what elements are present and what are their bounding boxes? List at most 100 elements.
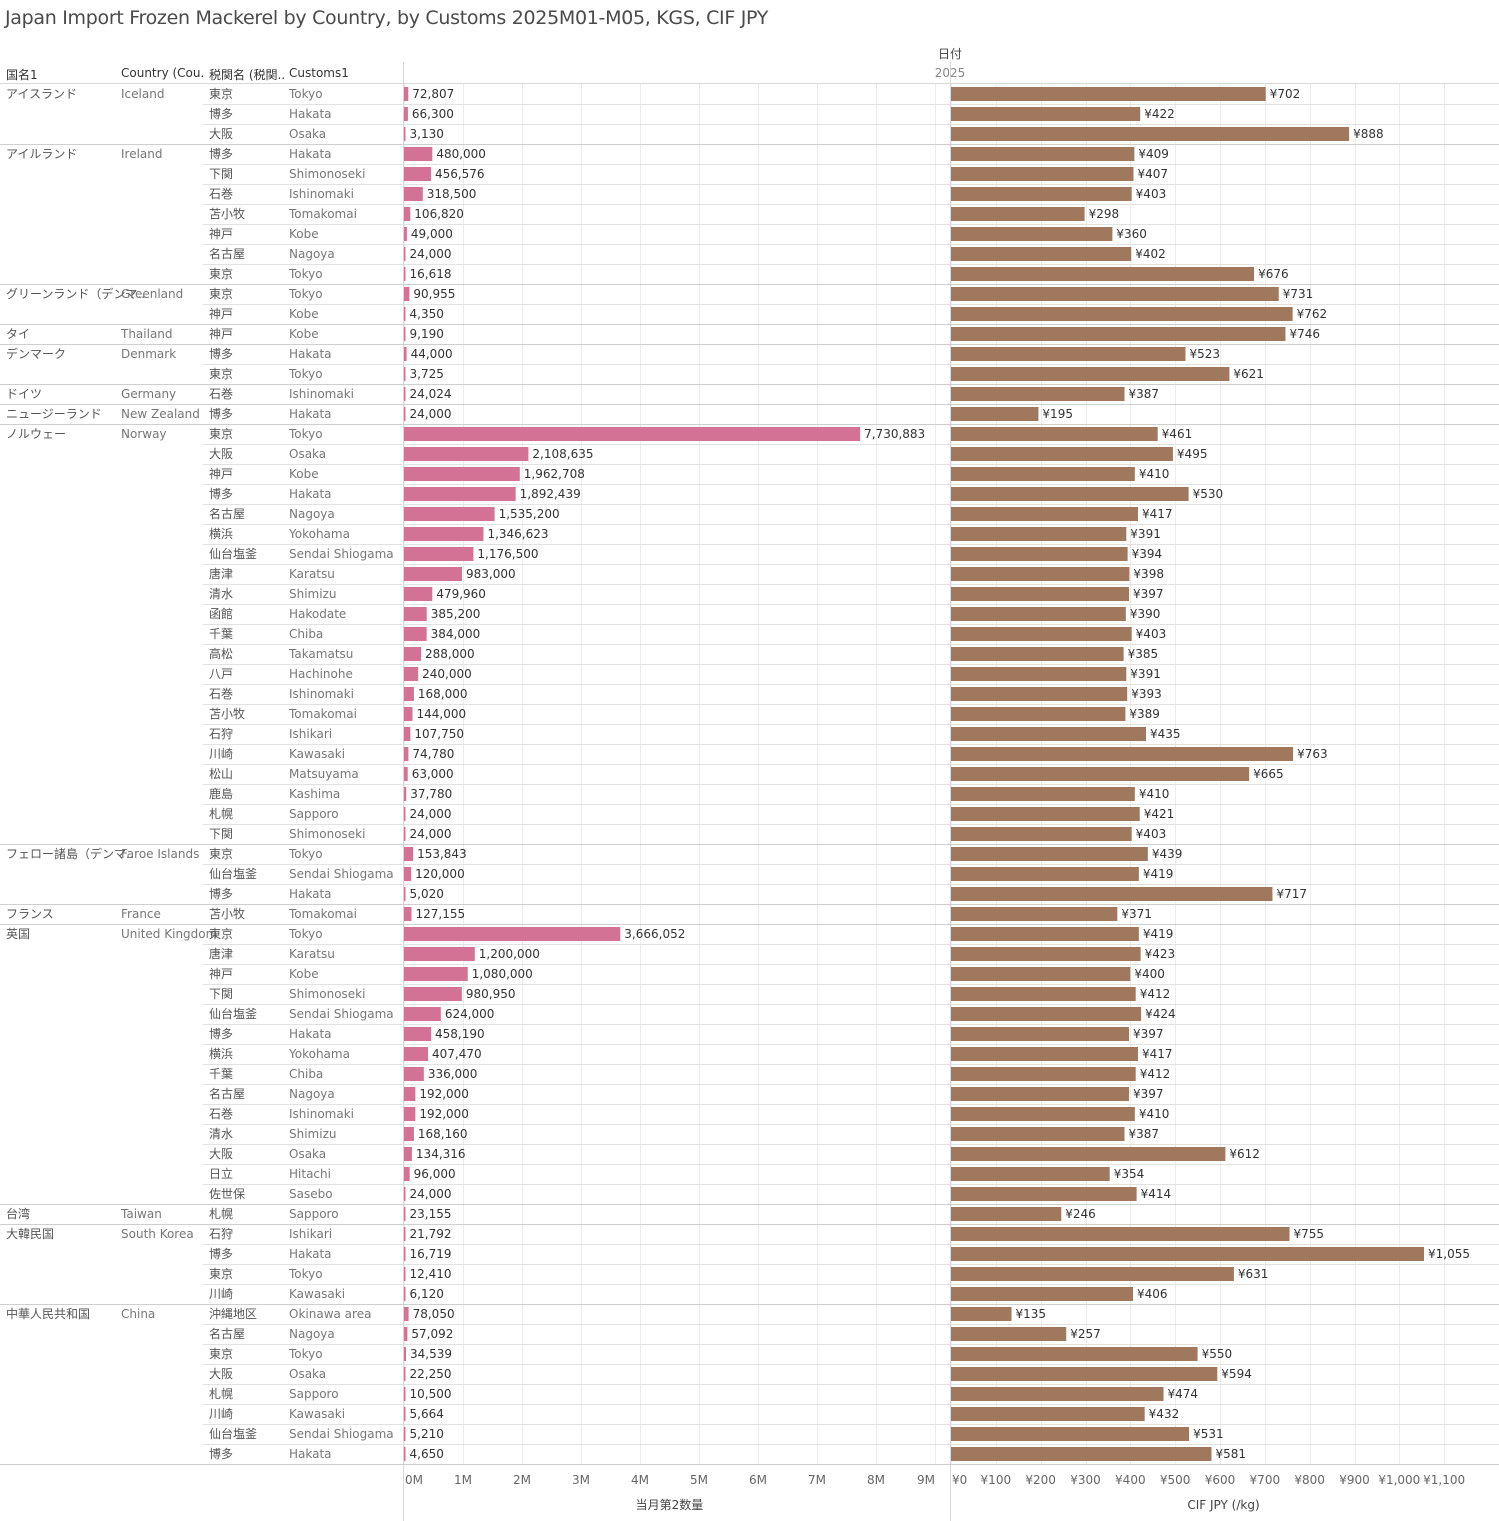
customs-jp-label: 松山 bbox=[209, 767, 233, 781]
cif-data-label: ¥612 bbox=[1229, 1147, 1260, 1161]
quantity-bar bbox=[404, 467, 520, 481]
cif-data-label: ¥422 bbox=[1144, 107, 1175, 121]
quantity-data-label: 6,120 bbox=[410, 1287, 444, 1301]
quantity-bar bbox=[404, 947, 475, 961]
customs-jp-label: 石狩 bbox=[209, 1226, 233, 1241]
cif-bar bbox=[951, 527, 1127, 541]
cif-axis-tick-label: ¥1,100 bbox=[1423, 1473, 1465, 1487]
customs-jp-label: 大阪 bbox=[209, 1367, 233, 1381]
customs-jp-label: 日立 bbox=[209, 1166, 233, 1181]
quantity-axis-tick-label: 9M bbox=[917, 1473, 935, 1487]
year-header: 2025 bbox=[934, 66, 966, 80]
quantity-data-label: 480,000 bbox=[436, 147, 486, 161]
quantity-bar bbox=[404, 1167, 410, 1181]
customs-en-label: Tokyo bbox=[288, 367, 323, 381]
customs-en-label: Hakodate bbox=[289, 607, 346, 621]
cif-bar bbox=[951, 1287, 1134, 1301]
customs-en-label: Kobe bbox=[289, 227, 319, 241]
quantity-data-label: 74,780 bbox=[412, 747, 454, 761]
customs-jp-label: 千葉 bbox=[209, 1067, 233, 1081]
customs-jp-label: 東京 bbox=[209, 427, 233, 441]
cif-bar bbox=[951, 227, 1113, 241]
cif-bar bbox=[951, 607, 1126, 621]
cif-data-label: ¥474 bbox=[1168, 1387, 1199, 1401]
cif-bar bbox=[951, 947, 1141, 961]
country-jp-label: グリーンランド（デンマ.. bbox=[6, 286, 145, 301]
customs-en-label: Kobe bbox=[289, 967, 319, 981]
cif-bar bbox=[951, 627, 1132, 641]
cif-bar bbox=[951, 1227, 1290, 1241]
quantity-data-label: 16,719 bbox=[410, 1247, 452, 1261]
column-header-country-jp[interactable]: 国名1 bbox=[6, 68, 38, 82]
cif-data-label: ¥755 bbox=[1293, 1227, 1324, 1241]
quantity-bar bbox=[404, 427, 861, 441]
customs-en-label: Yokohama bbox=[288, 1047, 350, 1061]
quantity-data-label: 24,000 bbox=[410, 407, 452, 421]
customs-jp-label: 石巻 bbox=[209, 387, 233, 401]
cif-bar bbox=[951, 867, 1139, 881]
customs-jp-label: 東京 bbox=[209, 1267, 233, 1281]
quantity-bar bbox=[404, 687, 414, 701]
quantity-data-label: 5,210 bbox=[410, 1427, 444, 1441]
customs-jp-label: 仙台塩釜 bbox=[209, 1006, 257, 1021]
customs-jp-label: 川崎 bbox=[209, 1407, 233, 1421]
customs-en-label: Kobe bbox=[289, 307, 319, 321]
cif-bar bbox=[951, 487, 1189, 501]
quantity-bar bbox=[404, 607, 427, 621]
column-header-customs-jp[interactable]: 税関名 (税関.. bbox=[209, 68, 286, 82]
country-en-label: Norway bbox=[121, 427, 167, 441]
customs-jp-label: 佐世保 bbox=[209, 1187, 245, 1201]
customs-en-label: Ishikari bbox=[289, 1227, 332, 1241]
cif-data-label: ¥360 bbox=[1116, 227, 1147, 241]
country-en-label: United Kingdom bbox=[121, 927, 217, 941]
quantity-bar bbox=[404, 627, 427, 641]
quantity-bar bbox=[404, 1187, 406, 1201]
customs-jp-label: 大阪 bbox=[209, 127, 233, 141]
cif-axis-tick-label: ¥0 bbox=[952, 1473, 967, 1487]
customs-en-label: Kashima bbox=[289, 787, 340, 801]
customs-en-label: Sasebo bbox=[289, 1187, 333, 1201]
cif-bar bbox=[951, 247, 1132, 261]
cif-data-label: ¥410 bbox=[1139, 467, 1170, 481]
country-en-label: Denmark bbox=[121, 347, 176, 361]
quantity-bar bbox=[404, 907, 412, 921]
customs-en-label: Hitachi bbox=[289, 1167, 331, 1181]
quantity-axis-tick-label: 7M bbox=[808, 1473, 826, 1487]
customs-jp-label: 石狩 bbox=[209, 726, 233, 741]
country-en-label: New Zealand bbox=[121, 407, 200, 421]
quantity-bar bbox=[404, 587, 433, 601]
customs-jp-label: 横浜 bbox=[209, 527, 233, 541]
quantity-data-label: 288,000 bbox=[425, 647, 475, 661]
customs-en-label: Osaka bbox=[289, 1147, 326, 1161]
customs-en-label: Hakata bbox=[289, 487, 332, 501]
quantity-data-label: 458,190 bbox=[435, 1027, 485, 1041]
quantity-bar bbox=[404, 1367, 406, 1381]
quantity-data-label: 385,200 bbox=[431, 607, 481, 621]
cif-data-label: ¥403 bbox=[1136, 627, 1167, 641]
cif-axis-tick-label: ¥1,000 bbox=[1378, 1473, 1420, 1487]
cif-bar bbox=[951, 767, 1250, 781]
country-en-label: France bbox=[121, 907, 161, 921]
country-en-label: Taiwan bbox=[120, 1207, 162, 1221]
quantity-bar bbox=[404, 387, 406, 401]
customs-en-label: Tokyo bbox=[288, 267, 323, 281]
quantity-data-label: 983,000 bbox=[466, 567, 516, 581]
cif-data-label: ¥403 bbox=[1136, 827, 1167, 841]
column-header-country-en[interactable]: Country (Cou.. bbox=[121, 66, 205, 80]
quantity-data-label: 37,780 bbox=[410, 787, 452, 801]
cif-data-label: ¥717 bbox=[1276, 887, 1307, 901]
cif-axis-tick-label: ¥800 bbox=[1294, 1473, 1325, 1487]
cif-data-label: ¥397 bbox=[1133, 1087, 1164, 1101]
customs-en-label: Sapporo bbox=[289, 1207, 339, 1221]
country-jp-label: 中華人民共和国 bbox=[6, 1306, 90, 1321]
customs-en-label: Sendai Shiogama bbox=[289, 547, 394, 561]
cif-bar bbox=[951, 967, 1131, 981]
cif-data-label: ¥397 bbox=[1133, 1027, 1164, 1041]
quantity-data-label: 49,000 bbox=[411, 227, 453, 241]
quantity-bar bbox=[404, 367, 406, 381]
quantity-data-label: 1,080,000 bbox=[472, 967, 533, 981]
quantity-data-label: 1,892,439 bbox=[520, 487, 581, 501]
quantity-bar bbox=[404, 1447, 406, 1461]
quantity-data-label: 168,160 bbox=[418, 1127, 468, 1141]
column-header-customs-en[interactable]: Customs1 bbox=[289, 66, 349, 80]
